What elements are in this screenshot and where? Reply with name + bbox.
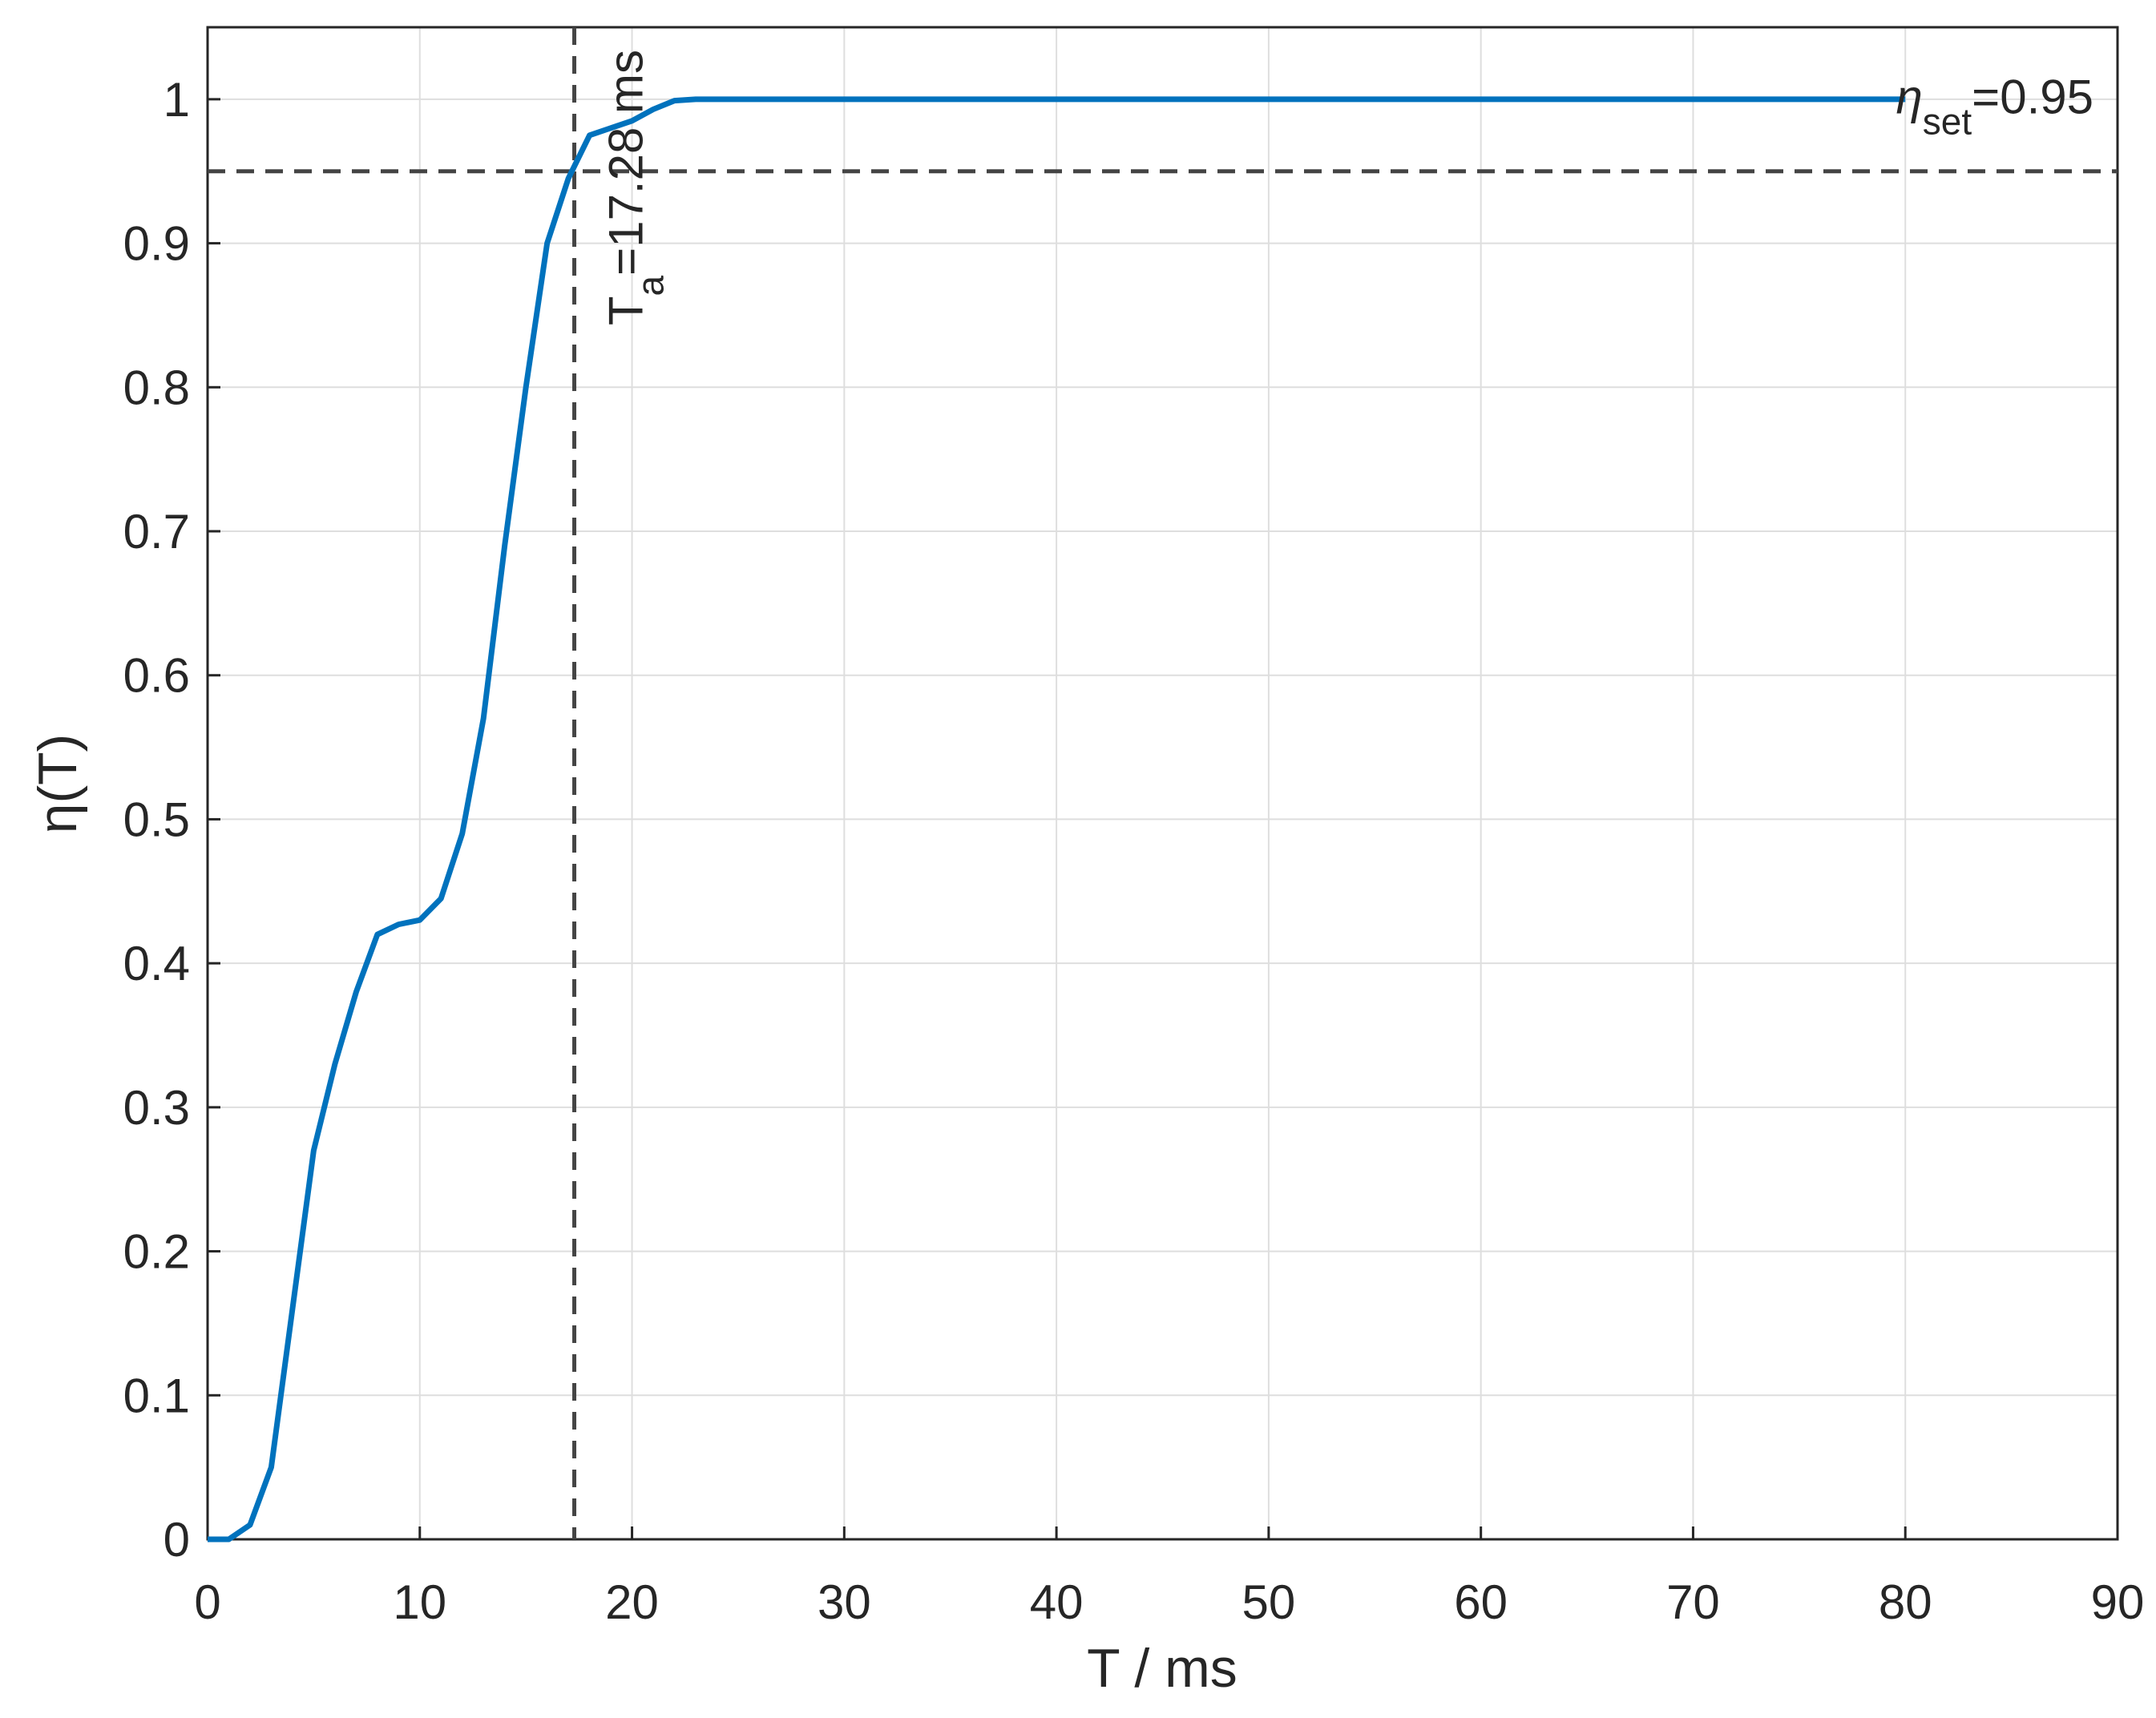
x-tick-label: 70: [1666, 1575, 1720, 1629]
x-tick-label: 90: [2091, 1575, 2145, 1629]
y-axis-label: η(T): [27, 734, 88, 834]
x-tick-label: 80: [1879, 1575, 1932, 1629]
annotation-symbol: η: [1896, 71, 1922, 124]
annotation-symbol: T: [600, 296, 653, 325]
y-tick-label: 0.4: [123, 937, 190, 990]
y-tick-label: 0: [164, 1513, 190, 1567]
x-tick-label: 10: [393, 1575, 446, 1629]
y-tick-label: 0.5: [123, 792, 190, 846]
x-tick-label: 20: [605, 1575, 659, 1629]
y-tick-label: 0.2: [123, 1225, 190, 1279]
annotation: Ta=17.28 ms: [600, 50, 672, 325]
annotation-subscript: a: [630, 275, 672, 296]
annotation-value: =0.95: [1972, 71, 2093, 124]
x-tick-label: 30: [818, 1575, 871, 1629]
y-tick-label: 1: [164, 73, 190, 127]
data-line: [208, 96, 1906, 1543]
annotation-subscript: set: [1923, 101, 1972, 143]
plot-frame: [206, 26, 2119, 1541]
y-tick-label: 0.1: [123, 1369, 190, 1422]
y-tick-label: 0.8: [123, 361, 190, 414]
x-tick-label: 0: [194, 1575, 220, 1629]
y-tick-label: 0.7: [123, 505, 190, 559]
x-axis-label: T / ms: [1087, 1638, 1237, 1699]
y-tick-label: 0.6: [123, 649, 190, 703]
y-tick-label: 0.9: [123, 217, 190, 271]
x-tick-label: 40: [1030, 1575, 1084, 1629]
annotation: ηset=0.95: [1896, 71, 2093, 143]
x-tick-label: 60: [1454, 1575, 1508, 1629]
x-tick-label: 50: [1242, 1575, 1296, 1629]
y-tick-label: 0.3: [123, 1081, 190, 1135]
annotation-value: =17.28 ms: [600, 50, 653, 276]
